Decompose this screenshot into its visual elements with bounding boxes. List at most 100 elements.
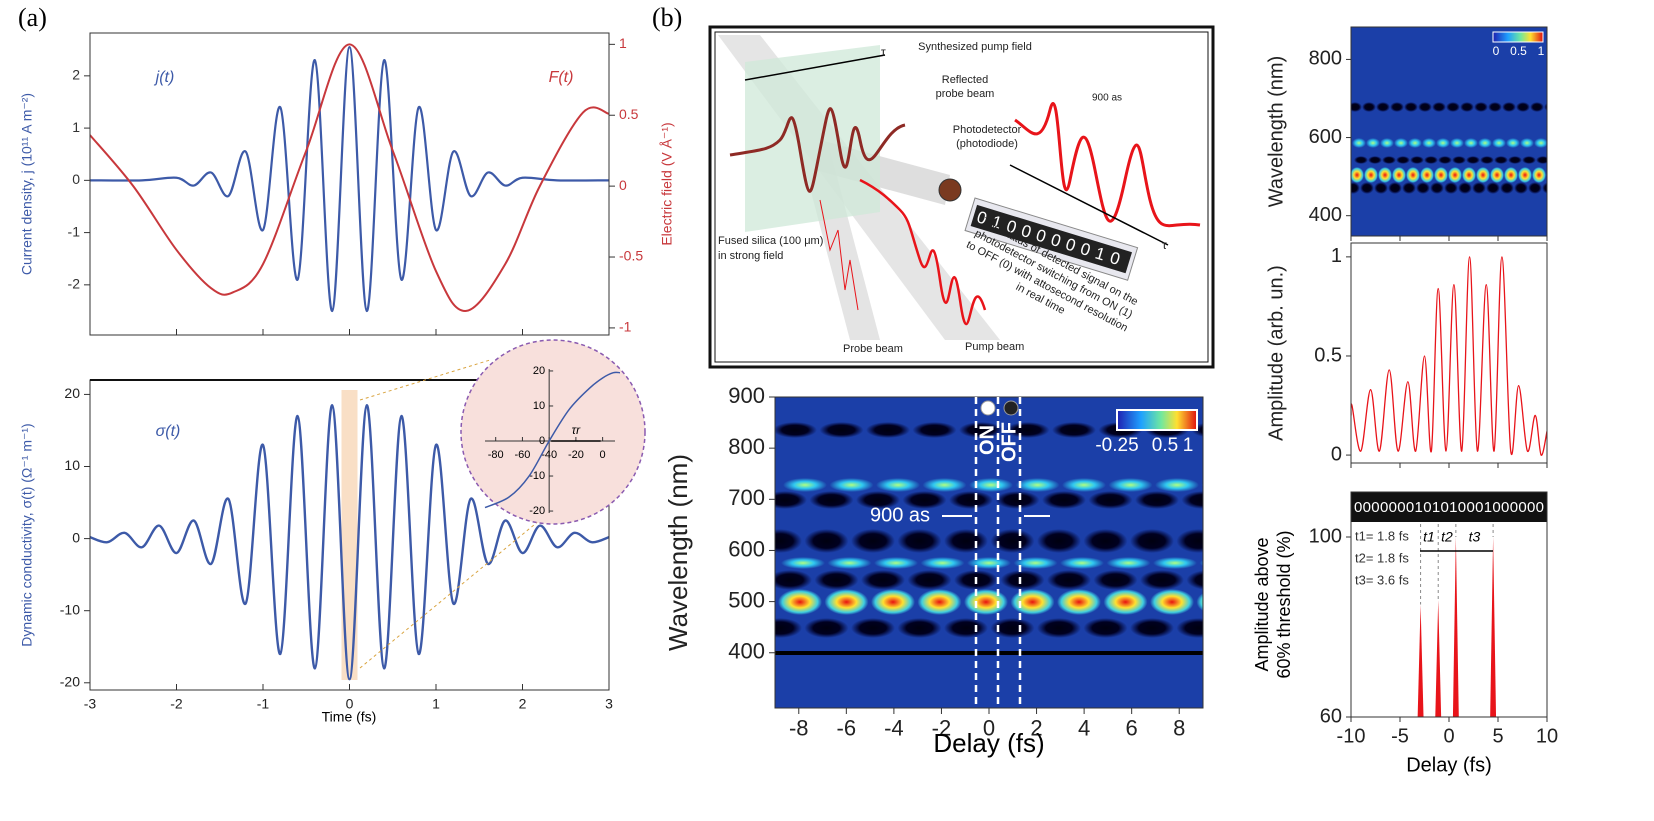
diagram-label: Photodetector: [953, 124, 1022, 136]
heatmap-feature: [1362, 102, 1376, 112]
y-axis-label: Current density, j (10¹¹ A m⁻²): [19, 93, 35, 275]
x-axis-label: Delay (fs): [933, 728, 1044, 758]
heatmap-feature: [775, 618, 802, 638]
heatmap-feature: [1502, 102, 1516, 112]
x-tick-label: 2: [519, 695, 527, 711]
heatmap-feature: [1176, 529, 1203, 553]
heatmap-feature: [876, 478, 920, 492]
heatmap-feature: [1005, 422, 1050, 438]
heatmap-feature: [959, 422, 1003, 438]
heatmap-feature: [1396, 156, 1410, 164]
y-tick-label: 0.5: [1314, 344, 1342, 366]
heatmap-feature: [1486, 182, 1500, 194]
y-tick-label: 1: [1331, 245, 1342, 267]
heatmap-feature: [1060, 557, 1104, 569]
x-tick-label: -5: [1391, 725, 1409, 747]
heatmap-feature: [1366, 138, 1380, 148]
y-tick-label: 800: [728, 434, 765, 459]
heatmap-feature: [871, 589, 915, 615]
diagram-label: 900 as: [1092, 93, 1122, 104]
heatmap-feature: [1037, 618, 1081, 638]
heatmap-feature: [781, 557, 825, 569]
diagram-label: (photodiode): [956, 138, 1018, 150]
y-tick-label: 700: [728, 485, 765, 510]
heatmap-feature: [1536, 156, 1547, 164]
heatmap-feature: [1504, 167, 1518, 183]
heatmap-feature: [829, 478, 874, 492]
marker-dot: [980, 400, 996, 416]
heatmap-feature: [1490, 167, 1504, 183]
heatmap-feature: [1047, 570, 1091, 590]
heatmap-feature: [1191, 422, 1203, 438]
x-tick-label: 5: [1492, 725, 1503, 747]
diagram-label: Reflected: [942, 74, 988, 86]
heatmap-feature: [990, 618, 1035, 638]
heatmap-feature: [1508, 156, 1522, 164]
plot-frame: [1350, 242, 1548, 464]
colorbar: [1492, 31, 1544, 43]
heatmap-feature: [775, 570, 812, 590]
heatmap-feature: [1444, 182, 1458, 194]
heatmap-feature: [902, 491, 947, 509]
heatmap-feature: [1424, 156, 1438, 164]
heatmap-feature: [1448, 167, 1462, 183]
y2-tick-label: -0.5: [619, 248, 643, 264]
peak: [1417, 604, 1424, 717]
heatmap-feature: [1354, 156, 1368, 164]
heatmap-feature: [1464, 138, 1478, 148]
code-strip: [1351, 492, 1547, 522]
x-tick-label: -10: [1337, 725, 1366, 747]
heatmap-feature: [1416, 182, 1430, 194]
y-tick-label: 0: [72, 171, 80, 187]
heatmap-feature: [1550, 156, 1564, 164]
x-tick-label: -6: [837, 716, 857, 741]
heatmap-feature: [1010, 589, 1055, 615]
heatmap-feature: [1430, 182, 1444, 194]
y-tick-label: 800: [1309, 48, 1342, 70]
heatmap-feature: [1438, 156, 1452, 164]
heatmap-feature: [1153, 557, 1197, 569]
heatmap-feature: [856, 491, 900, 509]
x-tick-label: -1: [257, 695, 270, 711]
heatmap-feature: [1462, 167, 1476, 183]
series-label: j(t): [154, 69, 175, 86]
data-line: [1351, 256, 1547, 456]
heatmap-feature: [1015, 478, 1060, 492]
y-axis-label: Wavelength (nm): [1265, 56, 1287, 208]
y-tick-label: -10: [60, 601, 80, 617]
probe-waveform: [819, 199, 859, 311]
annotation: τr: [572, 423, 581, 437]
heatmap-feature: [1150, 589, 1194, 615]
x-axis-label: Time (fs): [322, 709, 377, 725]
diagram-label: τ: [1162, 238, 1167, 252]
peak: [1452, 537, 1459, 717]
annotation: t2: [1441, 529, 1453, 545]
heatmap-feature: [1135, 491, 1179, 509]
x-tick-label: 3: [605, 695, 613, 711]
heatmap-feature: [897, 529, 942, 553]
y-axis-label: Amplitude (arb. un.): [1265, 265, 1287, 441]
x-tick-label: -80: [488, 449, 504, 461]
heatmap-feature: [775, 491, 807, 509]
heatmap-feature: [995, 491, 1040, 509]
heatmap-feature: [1452, 156, 1466, 164]
x-tick-label: -8: [789, 716, 809, 741]
heatmap-feature: [1181, 491, 1203, 509]
heatmap-feature: [804, 618, 849, 638]
silica-slab: [745, 45, 880, 232]
y-tick-label: 20: [533, 365, 545, 377]
colorbar-label: 1: [1538, 44, 1545, 58]
heatmap-feature: [1199, 559, 1203, 567]
heatmap-feature: [1472, 182, 1486, 194]
heatmap-feature: [1108, 478, 1153, 492]
heatmap-feature: [1378, 167, 1392, 183]
y-tick-label: 400: [1309, 204, 1342, 226]
y-tick-label: -20: [529, 505, 545, 517]
heatmap-feature: [1083, 529, 1128, 553]
x-tick-label: 2: [1030, 716, 1042, 741]
heatmap-feature: [1093, 570, 1138, 590]
heatmap-feature: [949, 491, 993, 509]
pump-waveform: [729, 107, 906, 193]
field-waveform: [1014, 102, 1201, 228]
y-tick-label: 60: [1320, 705, 1342, 727]
